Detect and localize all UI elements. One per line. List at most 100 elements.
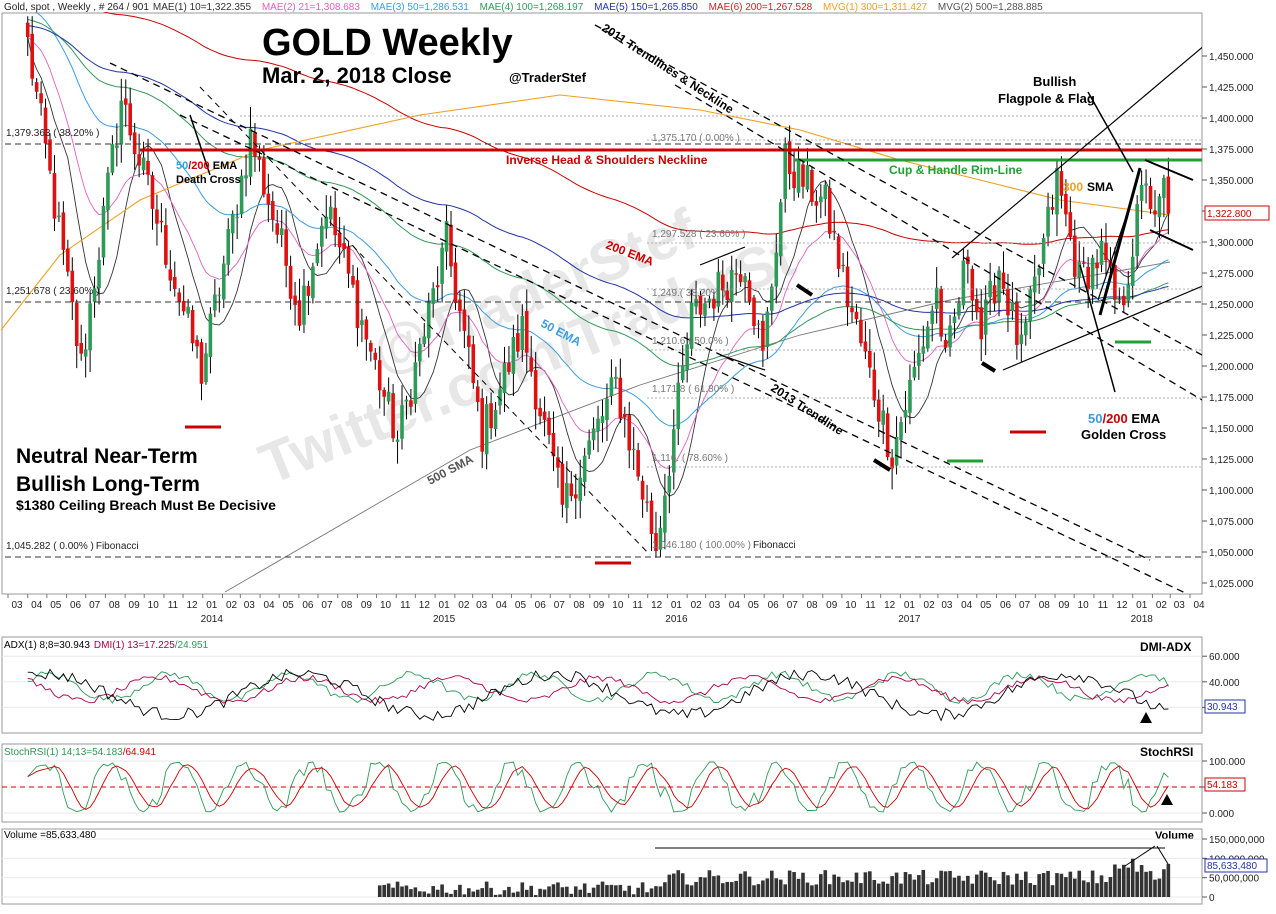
- volume-bar: [698, 877, 703, 897]
- volume-last-value: 85,633,480: [1207, 861, 1257, 872]
- sma-300: [0, 94, 1171, 331]
- volume-bar: [1086, 882, 1090, 897]
- candle-body: [983, 299, 988, 335]
- volume-bar: [409, 889, 413, 897]
- candle-body: [667, 475, 672, 493]
- candle-body: [903, 410, 908, 418]
- month-label: 06: [70, 600, 82, 611]
- death-cross-arrow: [189, 114, 211, 176]
- volume-bar: [462, 894, 467, 897]
- volume-arrow-2: [1156, 845, 1169, 865]
- volume-bars: [377, 845, 1171, 897]
- volume-bar: [712, 876, 716, 897]
- candle-body: [1019, 334, 1024, 345]
- candle-body: [159, 220, 164, 223]
- candle-body: [324, 216, 329, 229]
- price-tick-label: 1,050.000: [1209, 548, 1254, 559]
- note-bullish: Bullish Long-Term: [16, 473, 200, 496]
- volume-bar: [761, 880, 765, 897]
- month-label: 07: [321, 600, 333, 611]
- volume-bar: [729, 882, 734, 897]
- volume-bar: [569, 893, 574, 897]
- candle-body: [533, 370, 538, 410]
- price-tick-label: 1,075.000: [1209, 517, 1254, 528]
- volume-bar: [631, 894, 636, 897]
- candle-body: [435, 285, 440, 288]
- month-label: 12: [419, 600, 431, 611]
- channel-lower: [1002, 285, 1202, 371]
- volume-bar: [1010, 884, 1015, 897]
- volume-bar: [640, 882, 645, 897]
- candle-body: [1055, 168, 1059, 215]
- price-tick-label: 1,375.000: [1209, 145, 1254, 156]
- candle-body: [649, 500, 654, 534]
- candle-body: [83, 349, 88, 357]
- indicator-mae21: MAE(2) 21=1,308.683: [262, 2, 361, 13]
- indicator-mae150: MAE(5) 150=1,265.850: [594, 2, 698, 13]
- candle-body: [262, 158, 266, 195]
- candle-body: [819, 196, 823, 203]
- candle-body: [293, 295, 297, 305]
- candle-body: [845, 266, 850, 307]
- volume-bar: [814, 884, 819, 897]
- month-label: 08: [573, 600, 585, 611]
- panel-tick-label: 60.000: [1209, 652, 1240, 663]
- month-label: 01: [206, 600, 218, 611]
- candle-body: [248, 128, 253, 177]
- candle-body: [997, 270, 1001, 303]
- volume-bar: [587, 892, 591, 897]
- volume-bar: [426, 893, 431, 897]
- month-label: 03: [11, 600, 23, 611]
- candle-body: [101, 205, 106, 258]
- month-label: 04: [961, 600, 973, 611]
- price-tick-label: 1,225.000: [1209, 331, 1254, 342]
- wedge-top: [699, 246, 746, 266]
- volume-bar: [418, 891, 422, 897]
- candle-body: [146, 160, 150, 175]
- candle-body: [725, 290, 730, 300]
- candle-body: [605, 398, 609, 420]
- candle-body: [689, 302, 694, 349]
- candle-body: [30, 33, 34, 79]
- fib-label-r0: 1,375.170 ( 0.00% ): [652, 133, 740, 144]
- price-tick-label: 1,400.000: [1209, 114, 1254, 125]
- candle-body: [230, 213, 235, 234]
- volume-bar: [413, 887, 418, 897]
- candle-body: [364, 319, 369, 340]
- volume-bar: [854, 872, 859, 897]
- stochrsi-signal-line: [27, 764, 1169, 811]
- candle-body: [270, 201, 275, 220]
- indicator-mvg300: MVG(1) 300=1,311.427: [823, 2, 927, 13]
- price-tick-label: 1,100.000: [1209, 486, 1254, 497]
- candle-body: [1081, 262, 1086, 264]
- volume-bar: [449, 893, 453, 897]
- candle-body: [863, 341, 868, 352]
- candle-body: [279, 228, 284, 236]
- volume-bar: [778, 879, 783, 897]
- candle-body: [1037, 268, 1041, 276]
- volume-bar: [1032, 884, 1037, 897]
- month-label: 12: [1116, 600, 1128, 611]
- volume-bar: [894, 872, 899, 897]
- adx-line: [27, 668, 1169, 722]
- month-label: 04: [31, 600, 43, 611]
- candle-body: [1059, 171, 1064, 196]
- volume-bar: [801, 872, 805, 897]
- volume-bar: [832, 874, 836, 897]
- volume-bar: [1041, 873, 1046, 897]
- volume-bar: [386, 883, 391, 897]
- volume-bar: [1108, 877, 1113, 897]
- candle-body: [440, 247, 444, 284]
- volume-bar: [957, 875, 961, 897]
- candle-body: [979, 307, 984, 340]
- fib-label-r618: 1,171.8 ( 61.80% ): [652, 384, 734, 395]
- candle-body: [409, 400, 413, 407]
- candle-body: [213, 294, 217, 311]
- candle-body: [1072, 235, 1077, 277]
- fib-label-top: 1,379.363 ( 38.20% ): [6, 128, 99, 139]
- volume-bar: [752, 885, 756, 897]
- volume-bar: [707, 870, 712, 897]
- volume-bar: [903, 872, 908, 897]
- volume-bar: [988, 876, 992, 897]
- price-tick-label: 1,300.000: [1209, 238, 1254, 249]
